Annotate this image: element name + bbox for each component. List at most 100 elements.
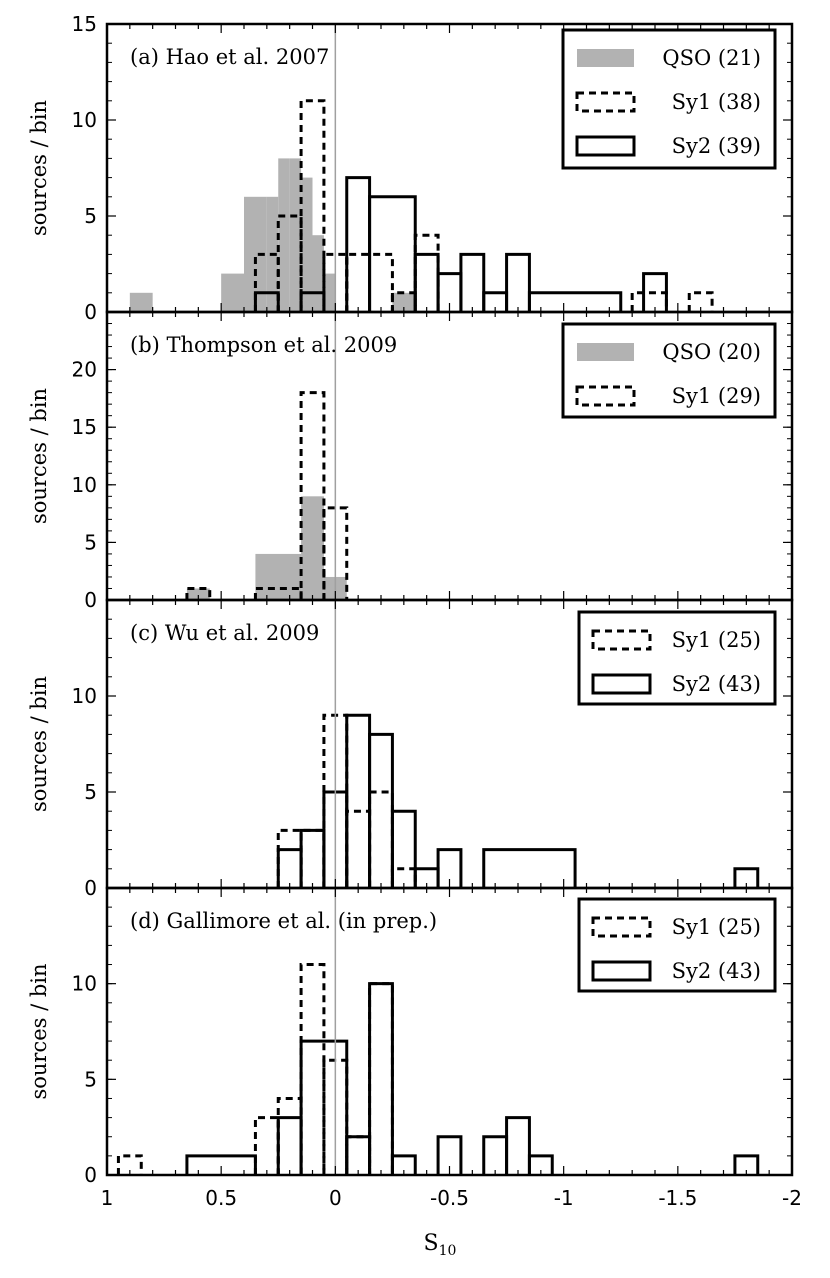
legend-swatch-sy1 [591,916,652,938]
bar-sy1 [276,828,303,888]
bar-qso [221,273,244,312]
bar-sy1 [253,1116,280,1175]
legend-swatch-qso [577,343,634,361]
y-tick-label: 5 [84,780,97,804]
legend-box [577,897,777,993]
bar-sy2 [733,867,760,888]
bar-qso [129,292,153,312]
bar-qso [255,553,302,600]
bar-sy1 [345,1135,372,1175]
bar-sy2 [299,1039,349,1175]
legend-box [577,610,777,706]
bar-sy2 [368,732,394,888]
bar-sy1 [276,214,303,312]
bar-sy2 [253,291,280,312]
legend: Sy1 (25) Sy2 (43) [577,610,777,706]
legend-name: Sy1 [672,90,718,114]
bar-sy2 [505,1116,531,1175]
bar-qso [289,158,302,312]
legend-name: QSO [662,46,718,70]
bar-sy2 [276,848,303,888]
y-tick-label: 0 [84,588,97,612]
x-axis-label: S10 [424,1231,457,1259]
bar-sy2 [482,848,577,888]
legend-label-qso: QSO (21) [662,46,761,70]
legend-count: (38) [718,90,761,114]
bar-qso [278,158,290,312]
bar-sy1 [413,233,440,312]
series-sy2 [185,982,760,1175]
legend-count: (25) [718,628,761,652]
bar-sy1 [299,828,326,888]
y-tick-label: 5 [84,204,97,228]
bar-sy1 [299,99,326,312]
legend-label-sy1: Sy1 (29) [672,384,761,408]
y-tick-label: 10 [72,684,97,708]
bar-sy2 [185,1154,257,1175]
bar-sy1 [276,1096,303,1175]
x-tick-label: -1.5 [658,1186,697,1210]
legend-swatch-sy2 [575,135,636,157]
legend-name: Sy2 [672,134,718,158]
bar-sy1 [116,1154,143,1175]
bar-qso [392,292,416,312]
y-axis-label: sources / bin [27,963,51,1099]
legend-label-sy1: Sy1 (38) [672,90,761,114]
legend-count: (25) [718,915,761,939]
legend-swatch-sy2 [591,960,652,982]
bar-qso [244,196,267,312]
bar-sy2 [345,713,372,888]
bar-sy1 [185,586,212,600]
legend-swatch-sy1 [575,385,636,407]
y-axis-label: sources / bin [27,100,51,236]
series-sy1 [185,391,349,600]
bar-sy2 [299,291,326,312]
x-axis-label-main: S [424,1231,439,1256]
y-tick-label: 5 [84,1067,97,1091]
legend-label-sy2: Sy2 (43) [672,672,761,696]
panel-label: (d) Gallimore et al. (in prep.) [130,909,437,933]
legend-name: Sy2 [672,672,718,696]
panel-a: 0 5 10 15 sources / bin (a) Hao et al. 2007 QS… [27,12,794,324]
legend-box [561,322,777,419]
bar-sy1 [322,506,349,600]
legend-name: Sy1 [672,915,718,939]
bar-sy2 [390,809,417,888]
legend-count: (43) [718,959,761,983]
bar-sy1 [299,963,326,1175]
bar-qso [186,588,210,600]
legend-swatch-sy1 [591,629,652,651]
bar-sy2 [642,272,668,312]
bar-sy2 [505,252,531,312]
panel-label: (c) Wu et al. 2009 [130,621,319,645]
legend-swatch-qso [577,49,634,67]
bar-sy2 [390,1154,417,1175]
bar-sy2 [436,1135,463,1175]
bar-sy1 [345,809,372,888]
legend-name: Sy1 [672,384,718,408]
bar-sy1 [368,982,394,1175]
legend: Sy1 (25) Sy2 (43) [577,897,777,993]
x-tick-label: 1 [101,1186,114,1210]
x-tick-label: -0.5 [430,1186,469,1210]
legend-name: Sy1 [672,628,718,652]
x-tick-label: 0.5 [205,1186,237,1210]
legend-label-sy1: Sy1 (25) [672,628,761,652]
bar-qso [323,273,336,312]
bar-sy2 [345,1135,372,1175]
legend-label-sy1: Sy1 (25) [672,915,761,939]
panel-c: 0 5 10 sources / bin (c) Wu et al. 2009 Sy1 (… [27,598,794,900]
bar-sy1 [368,790,394,888]
x-tick-label: -2 [782,1186,802,1210]
panel-b: 0 5 10 15 20 sources / bin (b) Thompson et al.… [27,310,794,612]
bar-sy1 [687,291,714,312]
y-tick-label: 10 [72,473,97,497]
bar-sy2 [459,252,486,312]
legend-label-sy2: Sy2 (43) [672,959,761,983]
bar-sy2 [345,176,372,312]
legend-label-qso: QSO (20) [662,340,761,364]
series-sy2 [276,713,760,888]
legend-count: (20) [718,340,761,364]
